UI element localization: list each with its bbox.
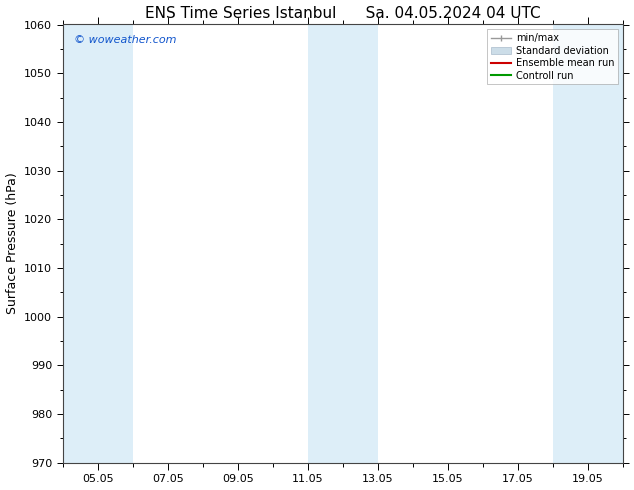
Y-axis label: Surface Pressure (hPa): Surface Pressure (hPa) <box>6 172 18 315</box>
Bar <box>553 24 588 463</box>
Title: ENS Time Series Istanbul      Sa. 04.05.2024 04 UTC: ENS Time Series Istanbul Sa. 04.05.2024 … <box>145 5 541 21</box>
Text: © woweather.com: © woweather.com <box>74 35 176 46</box>
Bar <box>588 24 623 463</box>
Bar <box>98 24 133 463</box>
Legend: min/max, Standard deviation, Ensemble mean run, Controll run: min/max, Standard deviation, Ensemble me… <box>488 29 618 84</box>
Bar <box>343 24 378 463</box>
Bar <box>63 24 98 463</box>
Bar <box>307 24 343 463</box>
